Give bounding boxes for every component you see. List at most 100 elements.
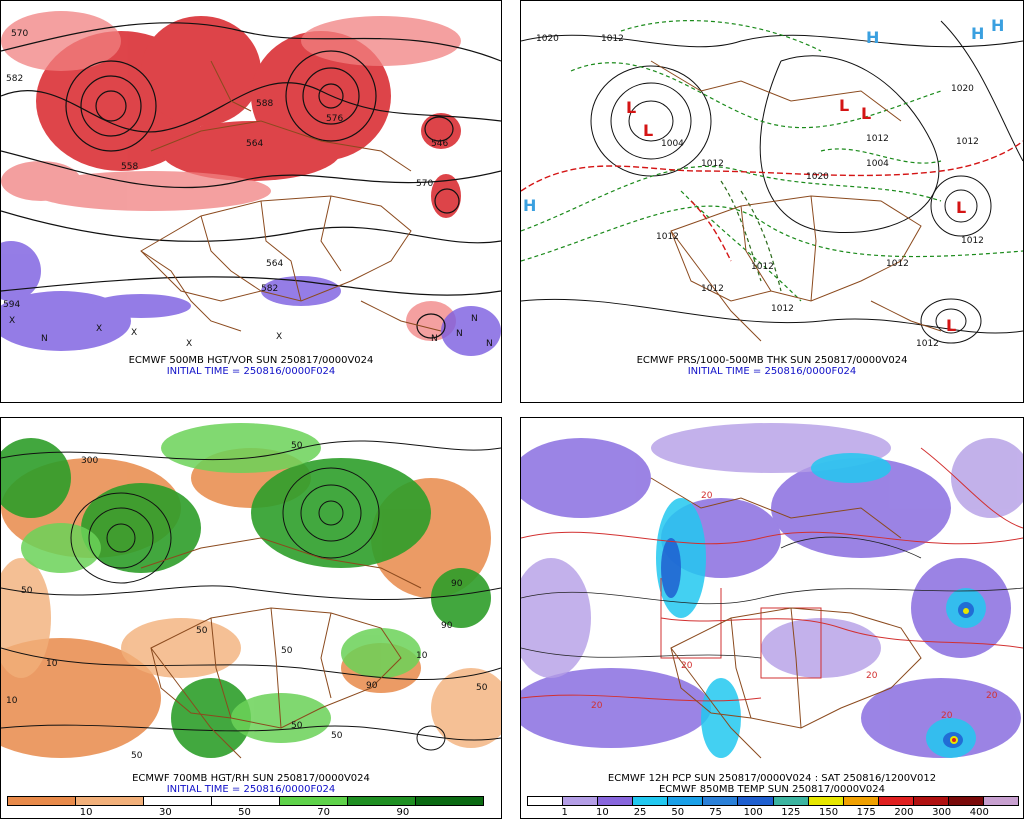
- contour-label: 1012: [886, 259, 909, 269]
- contour-label: 50: [331, 731, 343, 741]
- caption-line-1: ECMWF PRS/1000-500MB THK SUN 250817/0000…: [636, 355, 908, 366]
- contour-label: 10: [416, 651, 428, 661]
- low-center: L: [643, 121, 653, 140]
- marker: X: [9, 316, 15, 326]
- temp-contour-label: 20: [986, 691, 998, 701]
- low-center: L: [626, 98, 636, 117]
- colorbar-swatch: [8, 797, 75, 805]
- pcp-colorbar: [527, 796, 1019, 806]
- colorbar-tick-label: 400: [969, 807, 989, 818]
- colorbar-swatch: [737, 797, 773, 805]
- contour-label: 90: [366, 681, 378, 691]
- contour-label: 1020: [951, 84, 974, 94]
- contour-label: 1012: [961, 236, 984, 246]
- contour-label: 50: [21, 586, 33, 596]
- contour-label: 50: [476, 683, 488, 693]
- panel-pcp-850-temp: 20 20 20 20 20 20 ECMWF 12H PCP SUN 2508…: [520, 417, 1024, 819]
- temp-contour-label: 20: [701, 491, 713, 501]
- map-pcp-temp: 20 20 20 20 20 20: [521, 418, 1023, 773]
- contour-label: 570: [416, 179, 433, 189]
- pcp-colorbar-ticks: 1 10 25 50 75 100 125 150 175 200 300 400: [527, 807, 1017, 818]
- colorbar-swatch: [415, 797, 483, 805]
- caption-line-1: ECMWF 12H PCP SUN 250817/0000V024 : SAT …: [607, 773, 937, 784]
- panel-prs-thk: L L L L H H H L L H 1020 1012 1004 1012 …: [520, 0, 1024, 403]
- colorbar-swatch: [702, 797, 738, 805]
- temp-contour-label: 20: [591, 701, 603, 711]
- temp-contour-label: 20: [941, 711, 953, 721]
- panel-caption: ECMWF 12H PCP SUN 250817/0000V024 : SAT …: [521, 773, 1023, 795]
- contour-label: 50: [291, 441, 303, 451]
- low-center: L: [839, 96, 849, 115]
- contour-label: 10: [46, 659, 58, 669]
- contour-label: 1012: [701, 284, 724, 294]
- contour-label: 594: [3, 300, 20, 310]
- high-center: H: [523, 196, 536, 215]
- caption-line-2: ECMWF 850MB TEMP SUN 250817/0000V024: [658, 784, 885, 795]
- contour-label: 1012: [866, 134, 889, 144]
- colorbar-tick-label: 200: [894, 807, 914, 818]
- colorbar-swatch: [807, 797, 843, 805]
- marker: X: [96, 324, 102, 334]
- contour-label: 300: [81, 456, 98, 466]
- panel-caption: ECMWF PRS/1000-500MB THK SUN 250817/0000…: [521, 355, 1023, 377]
- contour-label: 1012: [916, 339, 939, 349]
- contour-label: 1020: [806, 172, 829, 182]
- contour-label: 558: [121, 162, 138, 172]
- caption-line-1: ECMWF 700MB HGT/RH SUN 250817/0000V024: [132, 773, 370, 784]
- colorbar-tick-label: 30: [158, 807, 172, 818]
- high-center: H: [991, 16, 1004, 35]
- colorbar-tick-label: 50: [671, 807, 685, 818]
- contour-label: 570: [11, 29, 28, 39]
- high-center: H: [971, 24, 984, 43]
- rh-colorbar-ticks: 10 30 50 70 90: [7, 807, 482, 818]
- colorbar-tick-label: 150: [818, 807, 839, 818]
- panel-caption: ECMWF 700MB HGT/RH SUN 250817/0000V024 I…: [1, 773, 501, 795]
- marker: N: [486, 339, 493, 349]
- low-center: L: [956, 198, 966, 217]
- colorbar-swatch: [667, 797, 703, 805]
- colorbar-swatch: [75, 797, 143, 805]
- contour-label: 582: [6, 74, 23, 84]
- map-700mb: 300 50 10 90 50 50 10 50 50 90 10 50 50 …: [1, 418, 501, 773]
- rh-colorbar: [7, 796, 484, 806]
- colorbar-swatch: [211, 797, 279, 805]
- marker: X: [186, 339, 192, 349]
- colorbar-tick-label: 75: [709, 807, 722, 818]
- caption-line-2: INITIAL TIME = 250816/0000F024: [166, 784, 336, 795]
- contour-label: 1012: [701, 159, 724, 169]
- colorbar-tick-label: 1: [561, 807, 568, 818]
- colorbar-tick-label: 125: [781, 807, 801, 818]
- colorbar-tick-label: 175: [856, 807, 876, 818]
- colorbar-tick-label: 10: [596, 807, 609, 818]
- panel-500mb-hgt-vor: 570 582 558 588 564 576 546 570 564 582 …: [0, 0, 502, 403]
- contour-label: 50: [196, 626, 208, 636]
- panel-700mb-hgt-rh: 300 50 10 90 50 50 10 50 50 90 10 50 50 …: [0, 417, 502, 819]
- marker: N: [456, 329, 463, 339]
- map-500mb: 570 582 558 588 564 576 546 570 564 582 …: [1, 1, 501, 361]
- colorbar-swatch: [347, 797, 415, 805]
- colorbar-swatch: [632, 797, 668, 805]
- temp-contour-label: 20: [866, 671, 878, 681]
- colorbar-swatch: [143, 797, 211, 805]
- contour-label: 1004: [866, 159, 889, 169]
- contour-label: 1012: [751, 262, 774, 272]
- colorbar-tick-label: 300: [932, 807, 952, 818]
- colorbar-swatch: [983, 797, 1019, 805]
- colorbar-swatch: [279, 797, 347, 805]
- contour-label: 50: [291, 721, 303, 731]
- colorbar-tick-label: 70: [317, 807, 331, 818]
- contour-label: 1020: [536, 34, 559, 44]
- colorbar-swatch: [947, 797, 984, 805]
- contour-label: 1012: [656, 232, 679, 242]
- contour-label: 50: [131, 751, 143, 761]
- low-center: L: [861, 104, 871, 123]
- contour-label: 1012: [601, 34, 624, 44]
- contour-label: 90: [451, 579, 463, 589]
- high-center: H: [866, 28, 879, 47]
- panel-caption: ECMWF 500MB HGT/VOR SUN 250817/0000V024 …: [1, 355, 501, 377]
- contour-label: 564: [266, 259, 283, 269]
- colorbar-tick-label: 100: [743, 807, 763, 818]
- colorbar-swatch: [528, 797, 563, 805]
- marker: X: [276, 332, 282, 342]
- temp-contour-label: 20: [681, 661, 693, 671]
